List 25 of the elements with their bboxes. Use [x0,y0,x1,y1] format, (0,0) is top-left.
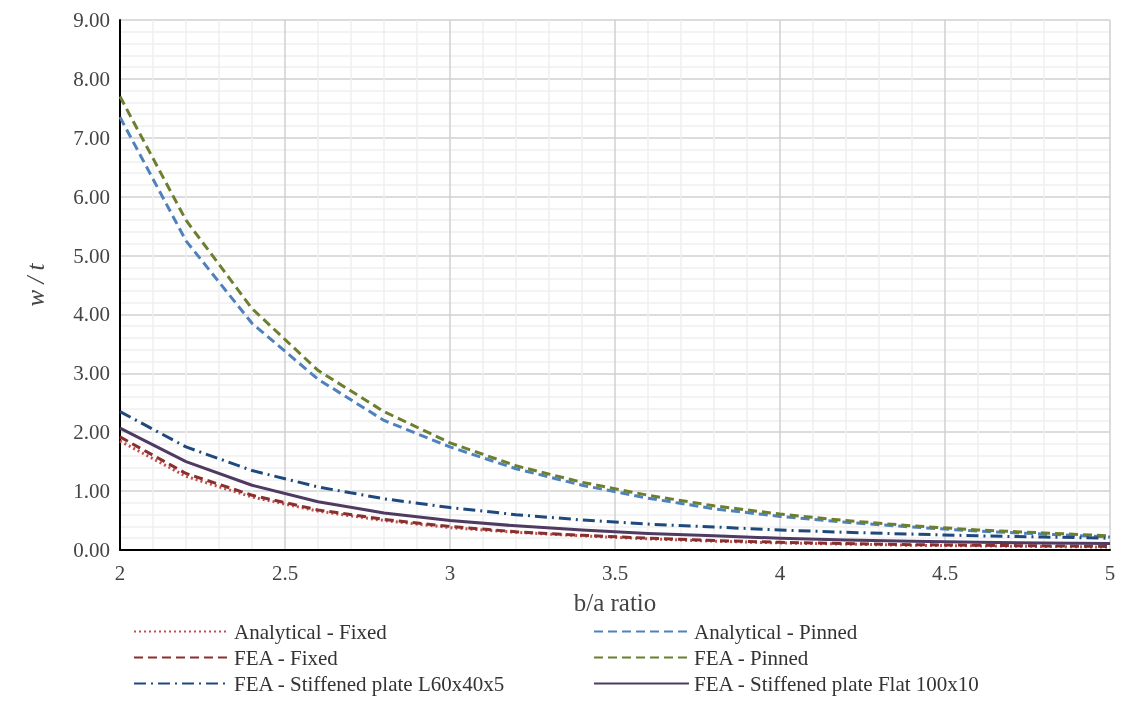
y-axis-title: w / t [22,262,49,307]
y-tick-label: 3.00 [73,361,110,386]
y-tick-label: 8.00 [73,66,110,91]
x-tick-label: 3 [444,560,456,585]
x-tick-label: 5 [1104,560,1116,585]
y-tick-label: 2.00 [73,420,110,445]
y-tick-label: 1.00 [73,479,110,504]
y-tick-label: 7.00 [73,125,110,150]
y-tick-label: 4.00 [73,302,110,327]
x-axis-title: b/a ratio [573,589,657,616]
y-tick-label: 6.00 [73,184,110,209]
y-tick-label: 5.00 [73,243,110,268]
legend-label: Analytical - Pinned [694,619,858,644]
y-tick-label: 0.00 [73,538,110,562]
x-tick-label: 4 [774,560,786,585]
legend-label: FEA - Stiffened plate L60x40x5 [234,671,505,696]
x-tick-label: 2 [114,560,126,585]
legend-label: Analytical - Fixed [234,619,388,644]
legend-label: FEA - Stiffened plate Flat 100x10 [694,671,979,696]
legend-label: FEA - Pinned [694,645,809,670]
legend-label: FEA - Fixed [234,645,339,670]
x-tick-label: 3.5 [601,560,629,585]
x-tick-label: 4.5 [931,560,959,585]
y-tick-label: 9.00 [73,8,110,32]
x-tick-label: 2.5 [271,560,299,585]
